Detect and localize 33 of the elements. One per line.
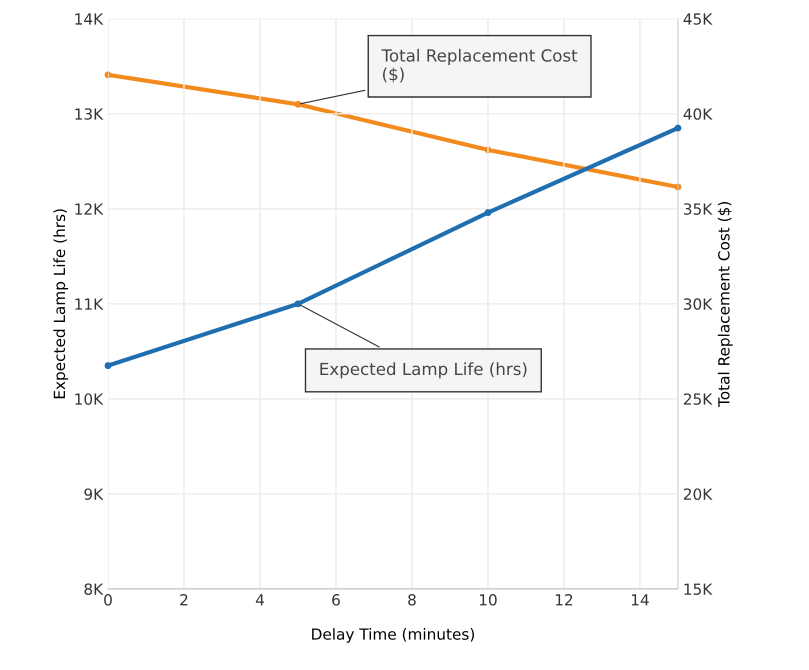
y-tick-label: 14K	[75, 13, 104, 25]
x-axis-title: Delay Time (minutes)	[312, 628, 474, 643]
x-tick-label: 10	[480, 594, 497, 606]
point	[104, 71, 112, 78]
y2-tick-label: 45K	[684, 13, 713, 25]
y2-tick-label: 35K	[684, 203, 713, 215]
y-tick-label: 13K	[75, 108, 104, 120]
y2-tick-label: 15K	[684, 584, 713, 595]
y-tick-label: 11K	[75, 298, 104, 310]
x-tick-label: 8	[408, 594, 416, 606]
x-tick-label: 6	[332, 594, 340, 606]
y2-tick-label: 30K	[684, 298, 713, 310]
point	[294, 100, 302, 108]
y-axis-title: Expected Lamp Life (hrs)	[53, 209, 68, 398]
y-tick-label: 10K	[75, 393, 104, 405]
y-tick-label: 12K	[75, 203, 104, 215]
y2-tick-label: 25K	[684, 393, 713, 405]
y-tick-label: 9K	[84, 488, 104, 500]
point	[674, 124, 682, 132]
x-tick-label: 12	[556, 594, 572, 606]
y2-axis-title: Total Replacement Cost ($)	[718, 202, 733, 408]
annotation: Expected Lamp Life (hrs)	[320, 362, 526, 378]
y2-tick-label: 40K	[684, 108, 713, 120]
point	[484, 209, 492, 216]
x-tick-label: 14	[632, 594, 649, 606]
x-tick-label: 4	[256, 594, 264, 606]
point	[294, 300, 302, 308]
point	[104, 362, 112, 370]
y-tick-label: 8K	[84, 583, 104, 595]
x-tick-label: 2	[180, 594, 188, 606]
x-tick-label: 0	[104, 594, 112, 606]
annotation: Total Replacement Cost ($)	[382, 48, 578, 83]
y2-tick-label: 20K	[684, 488, 713, 500]
